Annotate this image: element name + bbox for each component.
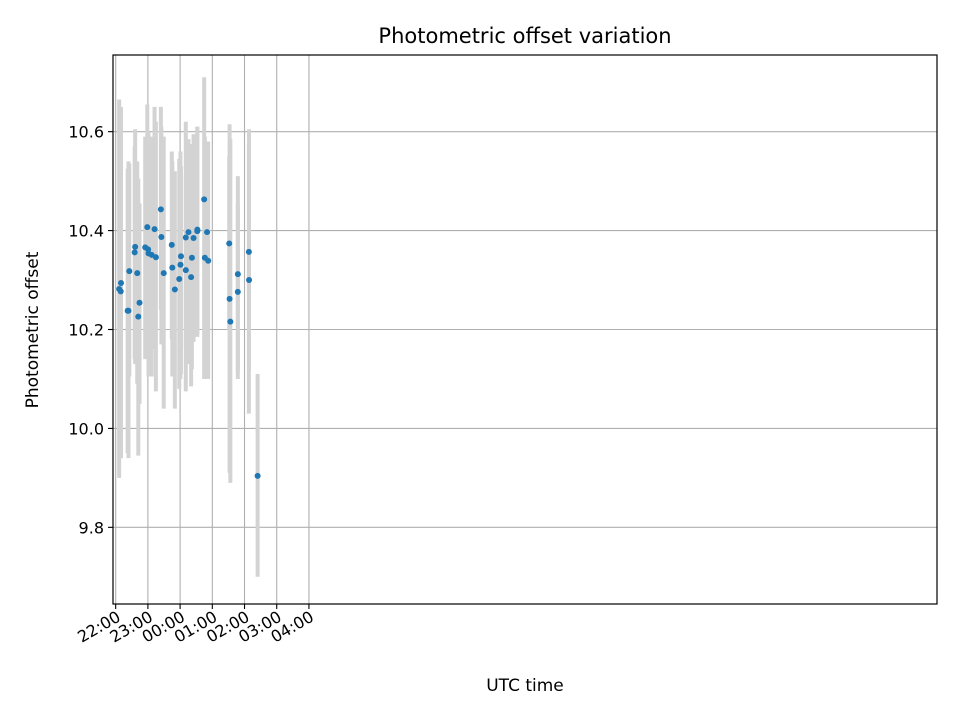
data-point [188, 274, 195, 281]
data-point [182, 234, 189, 241]
data-point [151, 226, 158, 233]
data-point [234, 288, 241, 295]
data-point [125, 307, 132, 314]
data-point [132, 243, 139, 250]
y-axis-ticks: 9.8 10.0 10.2 10.4 10.6 [68, 123, 113, 537]
y-tick-label: 10.2 [68, 321, 104, 340]
data-point [177, 261, 184, 268]
data-point [171, 286, 178, 293]
y-tick-label: 10.6 [68, 123, 104, 142]
data-point [135, 313, 142, 320]
data-point [227, 318, 234, 325]
data-point [144, 224, 151, 231]
data-point [158, 234, 165, 241]
data-point [245, 248, 252, 255]
data-point [182, 267, 189, 274]
data-point [131, 249, 138, 256]
data-point [176, 276, 183, 283]
data-point [169, 264, 176, 271]
data-point [194, 226, 201, 233]
data-point [201, 196, 208, 203]
data-point [204, 229, 211, 236]
data-point [134, 270, 141, 277]
data-point [246, 277, 253, 284]
data-point [160, 270, 167, 277]
data-point [126, 268, 133, 275]
data-point [205, 257, 212, 264]
data-point [152, 254, 159, 261]
y-tick-label: 10.4 [68, 222, 104, 241]
y-axis-label: Photometric offset [23, 251, 43, 408]
data-point [234, 271, 241, 278]
data-point [177, 253, 184, 260]
chart-title: Photometric offset variation [378, 24, 671, 48]
x-axis-label: UTC time [486, 676, 564, 696]
data-point [117, 280, 124, 287]
data-point [117, 288, 124, 295]
data-point [190, 235, 197, 241]
data-points [116, 196, 261, 479]
data-point [226, 240, 233, 247]
data-point [168, 241, 175, 248]
data-point [185, 229, 192, 236]
y-tick-label: 10.0 [68, 419, 104, 438]
y-tick-label: 9.8 [79, 518, 104, 537]
data-point [254, 472, 261, 479]
data-point [226, 295, 233, 302]
data-point [136, 299, 143, 306]
data-point [157, 206, 164, 213]
data-point [188, 254, 195, 261]
